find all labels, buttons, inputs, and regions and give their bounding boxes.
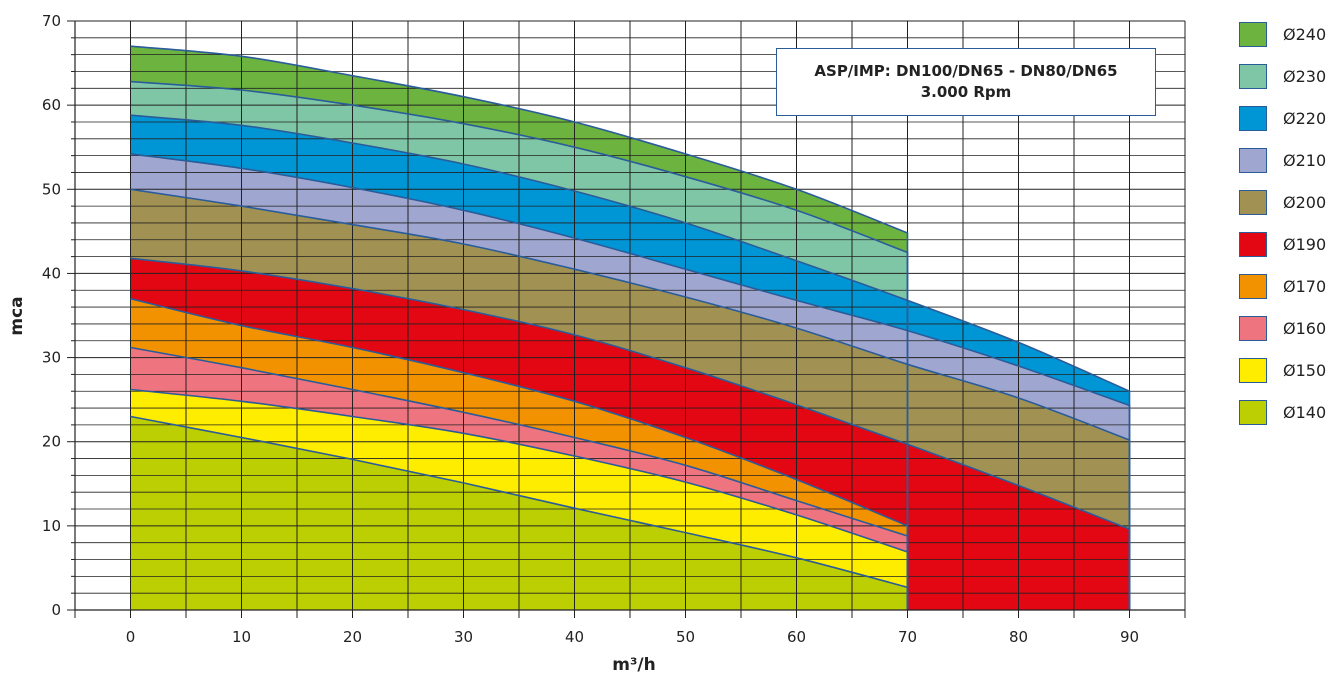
y-tick-label: 50 xyxy=(42,180,61,198)
y-tick-label: 30 xyxy=(42,349,61,367)
x-tick-label: 90 xyxy=(1120,628,1139,646)
curve-d200 xyxy=(130,188,1131,610)
legend-label: Ø190 xyxy=(1283,235,1327,254)
curve-d230 xyxy=(130,80,909,610)
grid-lines xyxy=(74,20,1186,610)
curve-d150 xyxy=(130,388,909,610)
curve-d210 xyxy=(130,153,1131,610)
legend-swatch xyxy=(1239,316,1267,341)
x-axis-title: m³/h xyxy=(612,655,655,675)
curve-d220 xyxy=(130,114,1131,610)
legend-item-d210: Ø210 xyxy=(1239,148,1329,190)
y-tick-label: 60 xyxy=(42,96,61,114)
legend-item-d150: Ø150 xyxy=(1239,358,1329,400)
legend-swatch xyxy=(1239,190,1267,215)
curve-d190 xyxy=(130,257,1131,610)
curve-d170 xyxy=(130,297,909,610)
legend-item-d220: Ø220 xyxy=(1239,106,1329,148)
legend-label: Ø220 xyxy=(1283,109,1327,128)
x-tick-label: 0 xyxy=(126,628,136,646)
legend-item-d160: Ø160 xyxy=(1239,316,1329,358)
legend-item-d230: Ø230 xyxy=(1239,64,1329,106)
x-tick-label: 30 xyxy=(454,628,473,646)
legend: Ø240 Ø230 Ø220 Ø210 Ø200 Ø190 Ø170 Ø160 Ø150 Ø140 xyxy=(1239,22,1329,442)
legend-swatch xyxy=(1239,106,1267,131)
legend-label: Ø160 xyxy=(1283,319,1327,338)
x-tick-label: 80 xyxy=(1009,628,1028,646)
legend-swatch xyxy=(1239,232,1267,257)
legend-label: Ø230 xyxy=(1283,67,1327,86)
y-axis-title: mca xyxy=(7,296,27,335)
legend-swatch xyxy=(1239,148,1267,173)
legend-item-d170: Ø170 xyxy=(1239,274,1329,316)
legend-label: Ø150 xyxy=(1283,361,1327,380)
y-tick-label: 70 xyxy=(42,12,61,30)
axes: 0 10 20 30 40 50 60 70 80 90 0 10 20 30 40 50 60 70 xyxy=(42,12,1186,646)
legend-swatch xyxy=(1239,358,1267,383)
x-tick-label: 40 xyxy=(565,628,584,646)
legend-swatch xyxy=(1239,22,1267,47)
curve-d240 xyxy=(130,45,909,610)
x-tick-label: 10 xyxy=(232,628,251,646)
legend-swatch xyxy=(1239,274,1267,299)
curve-d140 xyxy=(130,415,909,610)
y-tick-label: 40 xyxy=(42,264,61,282)
chart-title: ASP/IMP: DN100/DN65 - DN80/DN65 xyxy=(814,62,1118,80)
legend-label: Ø200 xyxy=(1283,193,1327,212)
legend-label: Ø210 xyxy=(1283,151,1327,170)
legend-item-d200: Ø200 xyxy=(1239,190,1329,232)
legend-swatch xyxy=(1239,400,1267,425)
legend-item-d140: Ø140 xyxy=(1239,400,1329,442)
chart-title-box: ASP/IMP: DN100/DN65 - DN80/DN65 3.000 Rp… xyxy=(776,48,1156,116)
legend-label: Ø140 xyxy=(1283,403,1327,422)
y-tick-label: 10 xyxy=(42,517,61,535)
y-tick-label: 20 xyxy=(42,433,61,451)
legend-label: Ø240 xyxy=(1283,25,1327,44)
x-tick-label: 70 xyxy=(898,628,917,646)
curve-d160 xyxy=(130,346,909,610)
x-tick-label: 20 xyxy=(343,628,362,646)
legend-item-d190: Ø190 xyxy=(1239,232,1329,274)
x-tick-label: 60 xyxy=(787,628,806,646)
curve-lines xyxy=(130,45,1131,610)
legend-label: Ø170 xyxy=(1283,277,1327,296)
legend-item-d240: Ø240 xyxy=(1239,22,1329,64)
legend-swatch xyxy=(1239,64,1267,89)
x-tick-label: 50 xyxy=(676,628,695,646)
chart-subtitle: 3.000 Rpm xyxy=(920,83,1012,101)
y-tick-label: 0 xyxy=(51,601,61,619)
